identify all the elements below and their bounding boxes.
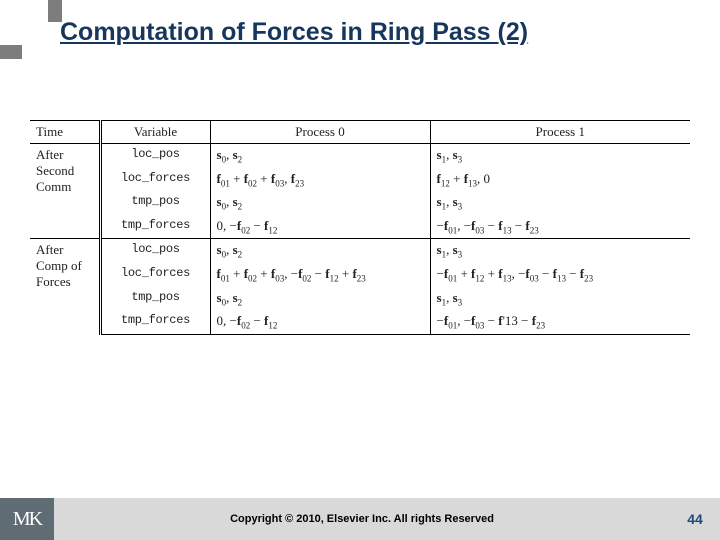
time-cell: AfterComp ofForces <box>30 239 100 334</box>
process1-cell: −f01, −f03 − f'13 − f23 <box>430 310 690 334</box>
process0-cell: 0, −f02 − f12 <box>210 310 430 334</box>
header-process1: Process 1 <box>430 121 690 144</box>
process0-cell: s0, s2 <box>210 144 430 168</box>
process1-cell: −f01 + f12 + f13, −f03 − f13 − f23 <box>430 263 690 287</box>
slide-title: Computation of Forces in Ring Pass (2) <box>60 18 700 47</box>
footer-bar: MK Copyright © 2010, Elsevier Inc. All r… <box>0 498 720 540</box>
process1-cell: s1, s3 <box>430 287 690 311</box>
table-row: loc_forcesf01 + f02 + f03, f23f12 + f13,… <box>30 168 690 192</box>
table-row: tmp_forces0, −f02 − f12−f01, −f03 − f13 … <box>30 215 690 239</box>
variable-cell: tmp_pos <box>100 191 210 215</box>
table-row: tmp_forces0, −f02 − f12−f01, −f03 − f'13… <box>30 310 690 334</box>
variable-cell: loc_pos <box>100 239 210 263</box>
process0-cell: s0, s2 <box>210 239 430 263</box>
table-row: AfterSecondCommloc_poss0, s2s1, s3 <box>30 144 690 168</box>
variable-cell: tmp_pos <box>100 287 210 311</box>
table-row: AfterComp ofForcesloc_poss0, s2s1, s3 <box>30 239 690 263</box>
variable-cell: loc_forces <box>100 168 210 192</box>
table-row: loc_forcesf01 + f02 + f03, −f02 − f12 + … <box>30 263 690 287</box>
page-number: 44 <box>670 511 720 527</box>
header-time: Time <box>30 121 100 144</box>
process0-cell: 0, −f02 − f12 <box>210 215 430 239</box>
publisher-logo: MK <box>0 498 54 540</box>
header-process0: Process 0 <box>210 121 430 144</box>
process1-cell: s1, s3 <box>430 191 690 215</box>
process0-cell: f01 + f02 + f03, −f02 − f12 + f23 <box>210 263 430 287</box>
table-row: tmp_poss0, s2s1, s3 <box>30 191 690 215</box>
variable-cell: loc_forces <box>100 263 210 287</box>
process0-cell: s0, s2 <box>210 191 430 215</box>
variable-cell: loc_pos <box>100 144 210 168</box>
process1-cell: s1, s3 <box>430 144 690 168</box>
process0-cell: s0, s2 <box>210 287 430 311</box>
table-row: tmp_poss0, s2s1, s3 <box>30 287 690 311</box>
forces-table: Time Variable Process 0 Process 1 AfterS… <box>30 120 690 335</box>
variable-cell: tmp_forces <box>100 215 210 239</box>
process1-cell: s1, s3 <box>430 239 690 263</box>
variable-cell: tmp_forces <box>100 310 210 334</box>
process0-cell: f01 + f02 + f03, f23 <box>210 168 430 192</box>
process1-cell: f12 + f13, 0 <box>430 168 690 192</box>
time-cell: AfterSecondComm <box>30 144 100 239</box>
copyright-text: Copyright © 2010, Elsevier Inc. All righ… <box>54 513 670 525</box>
process1-cell: −f01, −f03 − f13 − f23 <box>430 215 690 239</box>
header-variable: Variable <box>100 121 210 144</box>
